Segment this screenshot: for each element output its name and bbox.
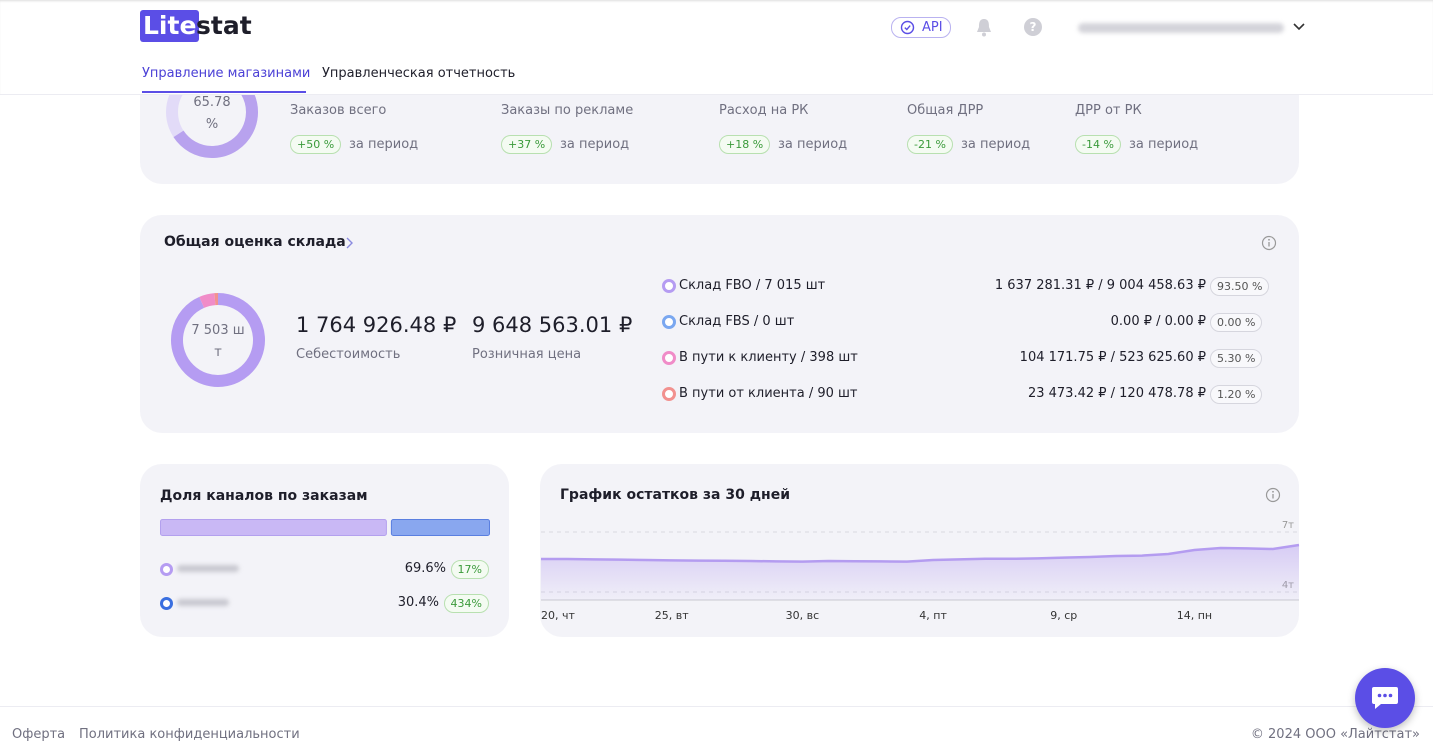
row-share: 1.20 % <box>1210 385 1263 404</box>
legend-dot <box>160 597 173 610</box>
legend-dot <box>160 563 173 576</box>
footer-divider <box>0 706 1433 707</box>
metric-period: за период <box>349 137 419 152</box>
channel-growth: 17% <box>450 560 489 579</box>
metric-change: +18 % <box>719 135 771 154</box>
warehouse-card <box>140 215 1299 433</box>
channel-name-blurred <box>177 565 239 572</box>
row-share: 5.30 % <box>1210 349 1263 368</box>
notifications-icon[interactable] <box>973 16 995 38</box>
legend-dot <box>662 387 676 401</box>
channels-bar <box>160 519 490 536</box>
row-amount: 0.00 ₽ / 0.00 ₽ <box>1110 314 1206 329</box>
metric-label: Заказы по рекламе <box>501 103 634 118</box>
row-amount: 23 473.42 ₽ / 120 478.78 ₽ <box>1027 386 1206 401</box>
retail-label: Розничная цена <box>472 347 582 362</box>
channel-name-blurred <box>177 599 229 606</box>
metric-label: Расход на РК <box>719 103 809 118</box>
tab[interactable]: Управленческая отчетность <box>322 66 516 81</box>
info-icon[interactable] <box>1261 235 1277 251</box>
logo-lite: Lite <box>140 10 200 42</box>
cost-value: 1 764 926.48 ₽ <box>296 313 457 337</box>
chat-icon <box>1372 687 1398 709</box>
donut-unit: % <box>205 117 219 132</box>
row-label: В пути от клиента / 90 шт <box>679 386 858 401</box>
metric-period: за период <box>560 137 630 152</box>
channel-segment <box>390 519 490 536</box>
footer-link[interactable]: Политика конфиденциальности <box>79 727 300 742</box>
tab-active[interactable]: Управление магазинами <box>142 66 311 81</box>
legend-dot <box>662 279 676 293</box>
row-amount: 104 171.75 ₽ / 523 625.60 ₽ <box>1019 350 1206 365</box>
channels-title: Доля каналов по заказам <box>160 488 368 504</box>
help-icon[interactable]: ? <box>1022 16 1044 38</box>
chat-button[interactable] <box>1355 668 1415 728</box>
channel-segment <box>160 519 387 536</box>
channel-share: 69.6% <box>404 561 446 576</box>
legend-dot <box>662 315 676 329</box>
legend-dot <box>662 351 676 365</box>
row-share: 0.00 % <box>1210 313 1263 332</box>
user-menu-chevron[interactable] <box>1292 20 1306 34</box>
metric-period: за период <box>1129 137 1199 152</box>
metric-change: +50 % <box>290 135 342 154</box>
chevron-right[interactable] <box>344 236 356 250</box>
header: Lite stat API ? Управление магазинами Уп… <box>0 0 1433 95</box>
channel-share: 30.4% <box>397 595 439 610</box>
logo-stat: stat <box>196 11 252 40</box>
metric-label: Заказов всего <box>290 103 387 118</box>
row-label: Склад FBS / 0 шт <box>679 314 795 329</box>
metric-period: за период <box>778 137 848 152</box>
cost-label: Себестоимость <box>296 347 401 362</box>
footer-link[interactable]: Оферта <box>12 727 66 742</box>
metric-change: -14 % <box>1075 135 1121 154</box>
copyright: © 2024 ООО «Лайтстат» <box>1250 727 1420 742</box>
api-icon <box>900 20 915 35</box>
info-icon[interactable] <box>1265 487 1281 503</box>
metric-label: Общая ДРР <box>907 103 984 118</box>
tab-underline <box>142 91 306 93</box>
donut-segment <box>171 293 265 387</box>
retail-value: 9 648 563.01 ₽ <box>472 313 633 337</box>
row-share: 93.50 % <box>1210 277 1270 296</box>
warehouse-title[interactable]: Общая оценка склада <box>164 234 346 250</box>
api-button[interactable]: API <box>891 17 951 38</box>
channel-growth: 434% <box>443 594 489 613</box>
stock-chart-title: График остатков за 30 дней <box>560 487 791 503</box>
metric-label: ДРР от РК <box>1075 103 1142 118</box>
row-label: Склад FBO / 7 015 шт <box>679 278 826 293</box>
metric-change: +37 % <box>501 135 553 154</box>
row-label: В пути к клиенту / 398 шт <box>679 350 858 365</box>
donut-segment <box>199 293 216 308</box>
donut-value: 65.78 <box>193 95 231 110</box>
metric-change: -21 % <box>907 135 953 154</box>
donut-label: 7 503 шт <box>191 323 245 360</box>
user-name-blurred <box>1078 23 1284 33</box>
svg-text:?: ? <box>1030 20 1037 34</box>
warehouse-donut <box>171 293 265 387</box>
api-label: API <box>922 20 943 35</box>
row-amount: 1 637 281.31 ₽ / 9 004 458.63 ₽ <box>994 278 1206 293</box>
metric-period: за период <box>961 137 1031 152</box>
